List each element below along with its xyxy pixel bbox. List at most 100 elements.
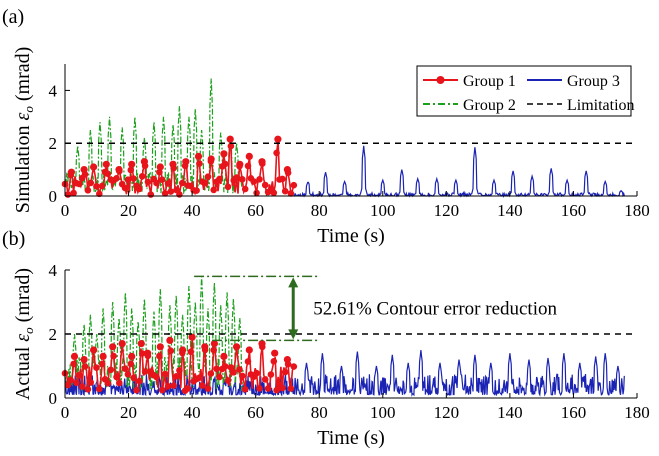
legend-label-group-2: Group 2 xyxy=(463,97,516,114)
annotation-arrow-head-down xyxy=(288,329,299,340)
data-point xyxy=(124,176,132,183)
data-point xyxy=(287,385,295,392)
data-point xyxy=(87,179,94,187)
data-point xyxy=(96,385,103,393)
legend-marker-group-1 xyxy=(436,76,445,84)
data-point xyxy=(93,364,100,372)
data-point xyxy=(64,381,72,389)
data-point-peak xyxy=(179,346,187,354)
data-point xyxy=(279,384,286,392)
y-tick-label: 0 xyxy=(49,389,58,408)
legend-entry-group-2: Group 2 xyxy=(423,97,516,114)
data-point-peak xyxy=(144,349,152,357)
y-tick-label: 0 xyxy=(49,187,58,206)
data-point xyxy=(281,187,289,195)
data-point xyxy=(264,385,272,392)
data-point xyxy=(236,366,243,373)
data-point xyxy=(176,191,183,198)
data-point-peak xyxy=(210,340,218,348)
data-point xyxy=(116,379,123,387)
data-point-peak xyxy=(115,166,123,174)
x-tick-label: 120 xyxy=(434,403,460,422)
data-point xyxy=(167,347,175,355)
data-point xyxy=(216,373,223,381)
data-point xyxy=(158,386,166,394)
data-point xyxy=(164,180,172,187)
data-point xyxy=(287,190,295,197)
data-point xyxy=(239,372,246,380)
data-point xyxy=(96,190,103,198)
x-tick-label: 100 xyxy=(370,201,396,220)
data-point xyxy=(78,383,86,390)
data-point xyxy=(210,186,217,194)
chart-a-xlabel: Time (s) xyxy=(317,225,385,247)
data-point-peak xyxy=(109,343,117,351)
x-tick-label: 20 xyxy=(120,201,137,220)
data-point xyxy=(273,149,280,157)
data-point xyxy=(81,363,89,370)
legend-entry-group-1: Group 1 xyxy=(423,73,516,90)
data-point-peak xyxy=(99,352,107,360)
data-point xyxy=(98,182,106,190)
data-point xyxy=(76,371,83,379)
x-tick-label: 140 xyxy=(497,403,523,422)
legend-entry-group-3: Group 3 xyxy=(527,73,620,90)
data-point-peak xyxy=(245,346,253,354)
data-point-peak xyxy=(128,160,136,168)
data-point-peak xyxy=(245,152,253,160)
data-point xyxy=(230,369,237,376)
x-tick-label: 20 xyxy=(120,403,137,422)
data-point xyxy=(93,183,100,190)
data-point-peak xyxy=(220,352,228,360)
y-tick-label: 2 xyxy=(49,325,58,344)
series-group-3-line xyxy=(293,145,625,199)
data-point xyxy=(127,360,135,368)
data-point xyxy=(216,175,223,183)
data-point-peak xyxy=(102,160,110,168)
x-tick-label: 60 xyxy=(247,201,264,220)
data-point xyxy=(213,365,220,373)
data-point-peak xyxy=(283,166,291,174)
chart-a-legend: Group 1 Group 3 Group 2 Limitation xyxy=(416,65,635,117)
data-point xyxy=(207,370,215,377)
x-tick-label: 40 xyxy=(184,201,201,220)
x-tick-label: 0 xyxy=(61,201,70,220)
data-point xyxy=(241,386,249,393)
data-point-peak xyxy=(226,135,234,143)
legend-label-limitation: Limitation xyxy=(567,97,635,114)
data-point xyxy=(76,180,83,188)
x-tick-label: 160 xyxy=(561,201,587,220)
data-point xyxy=(133,386,140,394)
data-point xyxy=(261,181,269,189)
chart-b-xlabel: Time (s) xyxy=(317,427,385,449)
series-group-1-markers xyxy=(61,333,298,395)
data-point xyxy=(224,183,232,191)
data-point-peak xyxy=(188,333,196,341)
chart-a: 0 20 40 60 80 100 120 140 160 180 0 2 4 Simulation ε… xyxy=(12,47,650,247)
data-point xyxy=(164,383,172,390)
data-point-peak xyxy=(258,158,266,166)
chart-b-annotation xyxy=(194,275,320,342)
data-point xyxy=(70,360,77,368)
data-point-peak xyxy=(128,352,136,360)
data-point-peak xyxy=(274,135,282,143)
data-point xyxy=(273,386,280,394)
data-point xyxy=(224,377,232,384)
data-point-peak xyxy=(156,163,164,171)
data-point xyxy=(239,176,246,183)
data-point xyxy=(130,175,137,182)
data-point xyxy=(227,364,235,371)
data-point xyxy=(196,160,203,167)
y-tick-label: 2 xyxy=(49,134,58,153)
data-point xyxy=(144,178,152,186)
data-point xyxy=(179,179,186,187)
data-point xyxy=(256,385,263,392)
data-point xyxy=(84,386,92,393)
x-tick-label: 180 xyxy=(624,403,650,422)
data-point-peak xyxy=(90,163,98,171)
data-point-peak xyxy=(258,340,266,348)
x-tick-label: 60 xyxy=(247,403,264,422)
data-point xyxy=(136,185,143,193)
x-tick-label: 80 xyxy=(311,403,328,422)
chart-a-axes: 0 20 40 60 80 100 120 140 160 180 0 2 4 xyxy=(49,64,650,220)
